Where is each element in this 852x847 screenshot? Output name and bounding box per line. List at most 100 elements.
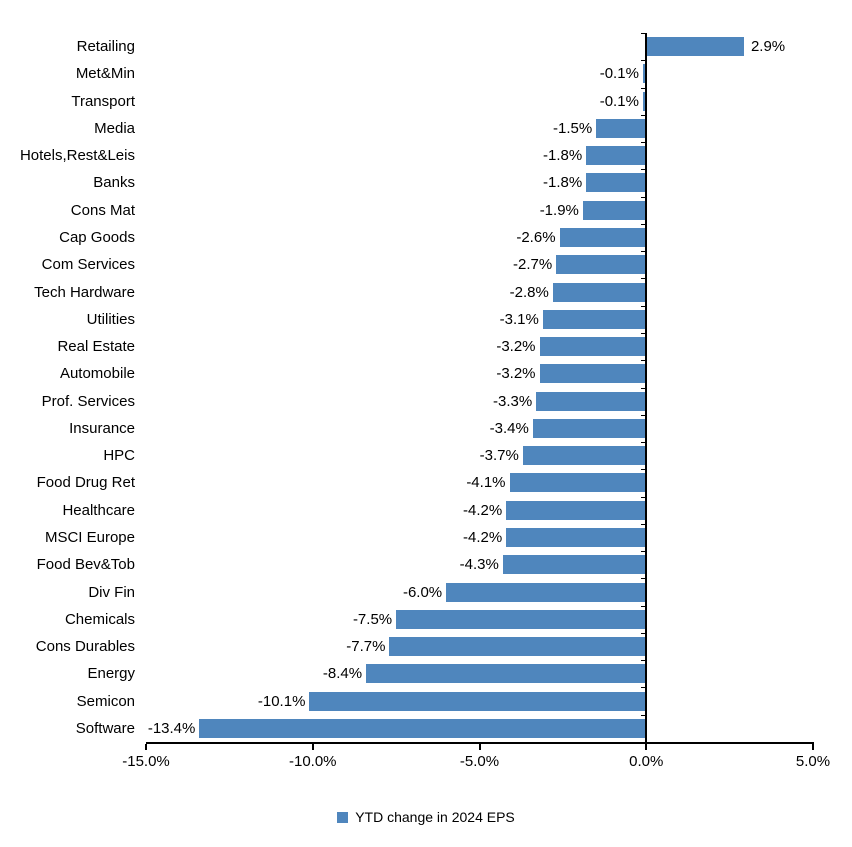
category-label: Real Estate bbox=[57, 338, 135, 356]
category-axis-tick bbox=[641, 196, 647, 198]
category-label: Utilities bbox=[86, 310, 135, 328]
category-axis-tick bbox=[641, 360, 647, 362]
category-label: Transport bbox=[71, 92, 135, 110]
category-label: HPC bbox=[103, 447, 135, 465]
bar bbox=[506, 527, 647, 547]
legend-label: YTD change in 2024 EPS bbox=[355, 809, 515, 825]
bar bbox=[536, 391, 647, 411]
category-axis-tick bbox=[641, 60, 647, 62]
category-axis-tick bbox=[641, 578, 647, 580]
bar bbox=[366, 664, 647, 684]
x-axis-tick bbox=[645, 744, 648, 750]
x-tick-label: 5.0% bbox=[795, 753, 831, 770]
bar bbox=[586, 173, 647, 193]
category-label: Cap Goods bbox=[59, 229, 135, 247]
bar bbox=[446, 582, 647, 602]
category-axis-tick bbox=[641, 169, 647, 171]
category-axis-tick bbox=[641, 251, 647, 253]
category-label: Automobile bbox=[59, 365, 135, 383]
category-label: Com Services bbox=[41, 256, 135, 274]
value-label: -3.1% bbox=[499, 310, 539, 328]
value-label: -7.5% bbox=[352, 610, 393, 628]
value-label: -2.7% bbox=[513, 256, 553, 274]
value-label: -4.2% bbox=[462, 528, 503, 546]
value-label: -0.1% bbox=[599, 92, 639, 110]
bar bbox=[586, 146, 647, 166]
value-label: -1.9% bbox=[539, 201, 579, 219]
zero-axis-line bbox=[645, 33, 648, 748]
bar bbox=[542, 309, 647, 329]
category-axis-tick bbox=[641, 687, 647, 689]
bar bbox=[559, 228, 647, 248]
value-label: -10.1% bbox=[257, 692, 306, 710]
category-axis-tick bbox=[641, 523, 647, 525]
x-axis-tick bbox=[145, 744, 147, 750]
category-label: Prof. Services bbox=[41, 392, 135, 410]
bar bbox=[396, 609, 647, 629]
category-axis-tick bbox=[641, 551, 647, 553]
category-label: Hotels,Rest&Leis bbox=[19, 147, 135, 165]
value-label: -1.8% bbox=[543, 174, 583, 192]
category-axis-tick bbox=[641, 414, 647, 416]
value-label: -3.4% bbox=[489, 419, 529, 437]
value-label: -1.5% bbox=[553, 119, 593, 137]
category-axis-tick bbox=[641, 469, 647, 471]
bar bbox=[642, 91, 647, 111]
value-label: -3.7% bbox=[479, 447, 519, 465]
bar bbox=[642, 64, 647, 84]
category-axis-tick bbox=[641, 332, 647, 334]
category-axis-tick bbox=[641, 223, 647, 225]
category-axis-tick bbox=[641, 714, 647, 716]
bar bbox=[389, 637, 647, 657]
category-axis-tick bbox=[641, 142, 647, 144]
x-axis-line bbox=[146, 742, 814, 744]
category-axis-tick bbox=[641, 387, 647, 389]
bar bbox=[199, 718, 647, 738]
category-axis-tick bbox=[641, 87, 647, 89]
bar bbox=[556, 255, 647, 275]
value-label: -4.2% bbox=[462, 501, 503, 519]
value-label: -7.7% bbox=[346, 638, 386, 656]
bar bbox=[506, 500, 647, 520]
category-axis-tick bbox=[641, 605, 647, 607]
category-label: Semicon bbox=[76, 692, 135, 710]
category-axis-tick bbox=[641, 660, 647, 662]
legend-marker-icon bbox=[337, 811, 349, 823]
x-axis-tick bbox=[812, 744, 814, 750]
category-label: Media bbox=[94, 119, 135, 137]
value-label: -0.1% bbox=[599, 65, 639, 83]
category-label: Tech Hardware bbox=[34, 283, 135, 301]
category-axis-tick bbox=[641, 114, 647, 116]
category-axis-tick bbox=[641, 632, 647, 634]
category-label: Cons Durables bbox=[35, 638, 135, 656]
x-axis-tick bbox=[478, 744, 481, 750]
bar bbox=[596, 118, 647, 138]
value-label: -3.3% bbox=[493, 392, 533, 410]
value-label: -4.1% bbox=[466, 474, 506, 492]
x-tick-label: -5.0% bbox=[459, 753, 500, 770]
category-label: MSCI Europe bbox=[44, 528, 135, 546]
category-label: Retailing bbox=[76, 38, 135, 56]
category-axis-tick bbox=[641, 442, 647, 444]
bar bbox=[539, 364, 647, 384]
value-label: -3.2% bbox=[496, 338, 536, 356]
value-label: -13.4% bbox=[147, 719, 196, 737]
category-label: Energy bbox=[87, 665, 135, 683]
value-label: -6.0% bbox=[402, 583, 443, 601]
bar bbox=[502, 555, 647, 575]
category-label: Met&Min bbox=[75, 65, 135, 83]
value-label: -2.6% bbox=[516, 229, 556, 247]
bar bbox=[532, 418, 647, 438]
x-tick-label: -15.0% bbox=[122, 753, 170, 770]
bar bbox=[582, 200, 647, 220]
category-axis-tick bbox=[641, 305, 647, 307]
bar bbox=[647, 37, 744, 57]
category-label: Chemicals bbox=[64, 610, 135, 628]
category-label: Food Drug Ret bbox=[36, 474, 135, 492]
bar bbox=[552, 282, 647, 302]
bar bbox=[309, 691, 647, 711]
value-label: -8.4% bbox=[322, 665, 363, 683]
bar bbox=[539, 337, 647, 357]
value-label: 2.9% bbox=[750, 38, 786, 56]
bar bbox=[509, 473, 647, 493]
